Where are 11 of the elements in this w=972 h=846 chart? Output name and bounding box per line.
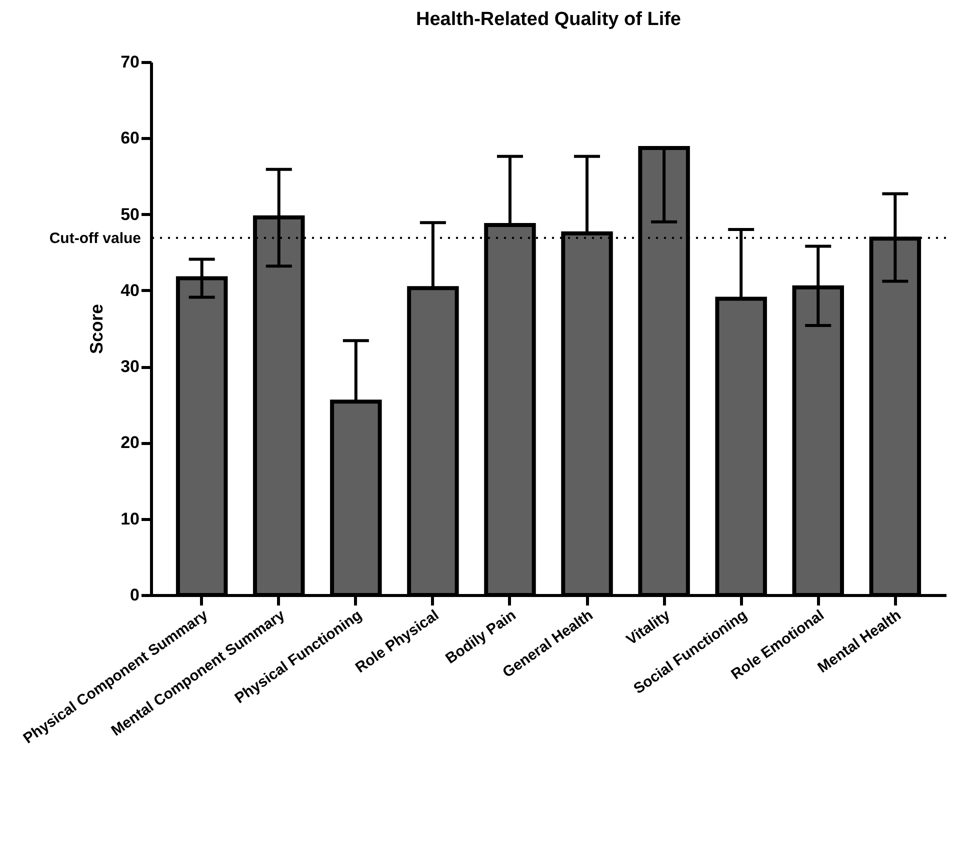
y-tick-label: 40: [120, 280, 140, 300]
y-tick-label: 10: [120, 509, 140, 528]
y-tick-label: 20: [120, 433, 140, 452]
y-axis-title: Score: [86, 304, 107, 354]
y-tick-label: 60: [120, 128, 140, 148]
chart-title: Health-Related Quality of Life: [416, 9, 681, 30]
y-tick-label: 0: [130, 586, 140, 604]
y-tick-label: 50: [120, 204, 140, 224]
y-tick-label: 70: [120, 52, 140, 72]
y-tick-label: 30: [120, 357, 140, 376]
ref-line-label: Cut-off value: [49, 230, 141, 247]
